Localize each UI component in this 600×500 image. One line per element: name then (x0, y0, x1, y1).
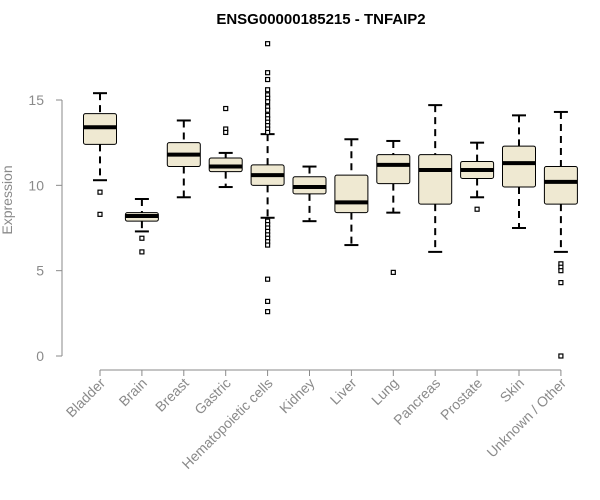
box-iqr (543, 166, 578, 205)
outlier-point (265, 309, 271, 315)
y-tick-label: 5 (36, 263, 44, 279)
outlier-point (265, 87, 271, 93)
box-lung (376, 139, 411, 275)
box-breast (166, 119, 201, 199)
outlier-point (558, 280, 564, 286)
outlier-point (558, 268, 564, 274)
outlier-point (97, 189, 103, 195)
box-brain (124, 197, 159, 255)
box-pancreas (418, 104, 453, 253)
outlier-point (265, 107, 271, 113)
chart-title: ENSG00000185215 - TNFAIP2 (216, 11, 425, 28)
box-gastric (208, 105, 243, 189)
box-iqr (418, 154, 453, 205)
y-axis-label: Expression (0, 165, 15, 234)
box-iqr (376, 154, 411, 185)
outlier-point (139, 235, 145, 241)
y-tick-label: 15 (28, 92, 44, 108)
x-tick-label: Pancreas (390, 375, 443, 428)
box-iqr (502, 145, 536, 188)
box-unknown-other (543, 110, 578, 359)
box-prostate (460, 141, 495, 212)
box-iqr (334, 174, 369, 214)
outlier-point (223, 129, 229, 136)
x-tick-label: Bladder (63, 375, 109, 421)
x-tick-label: Breast (152, 375, 192, 415)
box-liver (334, 138, 369, 247)
box-kidney (292, 165, 327, 223)
outlier-point (265, 76, 271, 83)
x-tick-label: Liver (327, 375, 360, 408)
outlier-point (265, 70, 271, 76)
outlier-point (265, 242, 271, 248)
outlier-point (390, 269, 396, 275)
y-tick-label: 10 (28, 177, 44, 193)
box-hematopoietic-cells (250, 41, 285, 315)
box-skin (502, 114, 536, 229)
x-tick-label: Skin (497, 375, 528, 406)
y-tick-label: 0 (36, 348, 44, 364)
outlier-point (97, 211, 103, 217)
x-tick-label: Brain (116, 375, 150, 409)
box-bladder (83, 92, 117, 217)
x-tick-label: Kidney (276, 375, 318, 417)
x-tick-label: Unknown / Other (483, 375, 569, 461)
x-tick-label: Prostate (437, 375, 485, 423)
x-tick-label: Lung (368, 375, 401, 408)
outlier-point (265, 298, 271, 304)
outlier-point (223, 105, 229, 112)
outlier-point (139, 249, 145, 255)
outlier-point (265, 41, 271, 47)
outlier-point (474, 206, 480, 212)
outlier-point (558, 353, 564, 359)
outlier-point (265, 276, 271, 282)
outlier-point (265, 129, 271, 136)
outlier-point (265, 99, 271, 105)
boxes (83, 41, 578, 359)
